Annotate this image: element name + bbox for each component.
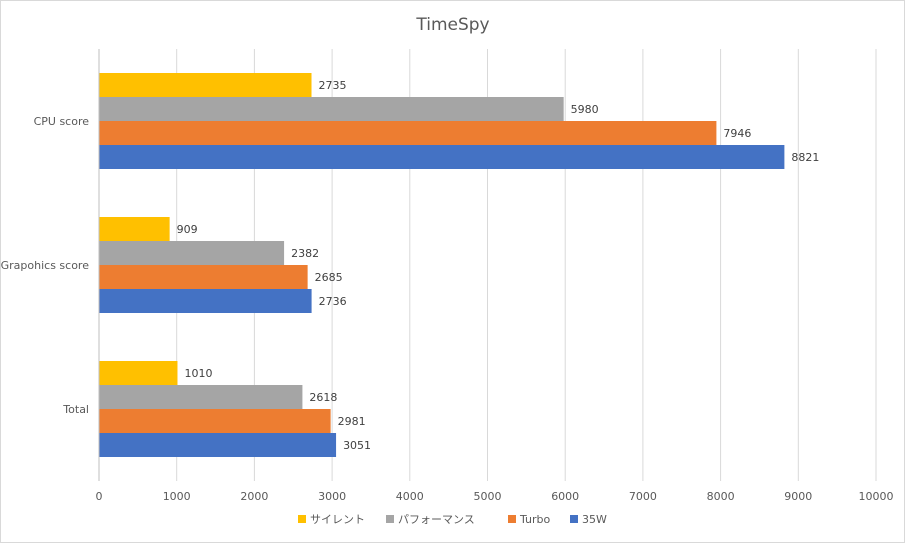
- legend-swatch: [298, 515, 306, 523]
- category-label: Grapohics score: [1, 259, 89, 272]
- legend-swatch: [508, 515, 516, 523]
- bar: [99, 241, 285, 265]
- data-label: 2981: [338, 415, 366, 428]
- bar: [99, 409, 331, 433]
- data-label: 7946: [723, 127, 751, 140]
- bar: [99, 433, 337, 457]
- x-tick-label: 3000: [318, 490, 346, 503]
- x-tick-label: 7000: [629, 490, 657, 503]
- x-tick-label: 2000: [240, 490, 268, 503]
- legend-label: Turbo: [519, 513, 551, 526]
- data-label: 909: [177, 223, 198, 236]
- data-label: 2618: [309, 391, 337, 404]
- bar: [99, 289, 312, 313]
- x-tick-label: 10000: [859, 490, 894, 503]
- legend-swatch: [386, 515, 394, 523]
- chart-title: TimeSpy: [415, 15, 489, 35]
- legend-swatch: [570, 515, 578, 523]
- data-label: 1010: [184, 367, 212, 380]
- x-tick-label: 6000: [551, 490, 579, 503]
- x-tick-label: 0: [96, 490, 103, 503]
- data-label: 2382: [291, 247, 319, 260]
- bar: [99, 121, 717, 145]
- category-label: Total: [62, 403, 89, 416]
- bar: [99, 361, 178, 385]
- x-tick-label: 8000: [707, 490, 735, 503]
- bar: [99, 385, 303, 409]
- x-tick-label: 5000: [474, 490, 502, 503]
- category-label: CPU score: [34, 115, 90, 128]
- data-label: 3051: [343, 439, 371, 452]
- data-labels: 2735 5980 7946 8821 909 2382 2685 2736 1010 26182…: [177, 79, 820, 452]
- legend-label: サイレント: [310, 513, 365, 526]
- bar: [99, 217, 170, 241]
- data-label: 2735: [319, 79, 347, 92]
- x-tick-label: 4000: [396, 490, 424, 503]
- legend-label: 35W: [582, 513, 607, 526]
- data-label: 8821: [791, 151, 819, 164]
- x-tick-label: 9000: [784, 490, 812, 503]
- legend: サイレント パフォーマンス Turbo 35W: [298, 513, 607, 526]
- data-label: 5980: [571, 103, 599, 116]
- bar: [99, 73, 312, 97]
- data-label: 2736: [319, 295, 347, 308]
- axes: 0 1000 2000 3000 4000 5000 6000 7000 8000 9000 100…: [1, 49, 894, 503]
- data-label: 2685: [315, 271, 343, 284]
- legend-label: パフォーマンス: [398, 513, 475, 526]
- x-tick-label: 1000: [163, 490, 191, 503]
- bar: [99, 265, 308, 289]
- bar: [99, 145, 785, 169]
- bar: [99, 97, 564, 121]
- bars: [99, 73, 785, 457]
